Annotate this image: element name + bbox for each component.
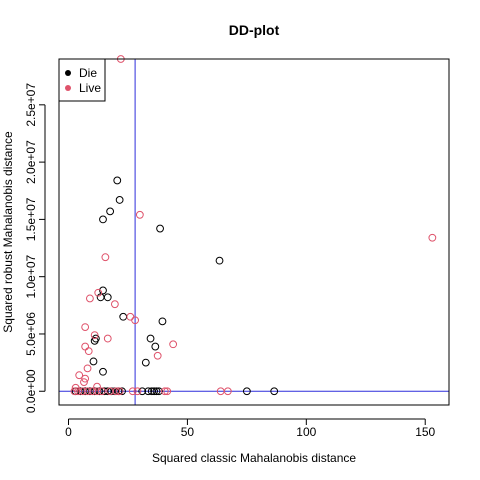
y-tick-label: 5.0e+06	[24, 312, 38, 356]
legend-marker-die	[65, 70, 71, 76]
chart-title: DD-plot	[229, 22, 280, 38]
x-tick-label: 100	[296, 425, 316, 439]
x-tick-label: 150	[415, 425, 435, 439]
x-tick-label: 0	[65, 425, 72, 439]
x-axis-title: Squared classic Mahalanobis distance	[152, 451, 356, 465]
y-tick-label: 1.0e+07	[24, 255, 38, 299]
y-tick-label: 2.5e+07	[24, 83, 38, 127]
legend-label-live: Live	[79, 81, 101, 95]
x-tick-label: 50	[181, 425, 195, 439]
y-axis-title: Squared robust Mahalanobis distance	[1, 131, 15, 333]
legend-label-die: Die	[79, 66, 97, 80]
legend-marker-live	[65, 85, 71, 91]
y-tick-label: 0.0e+00	[24, 369, 38, 413]
y-tick-label: 1.5e+07	[24, 197, 38, 241]
y-tick-label: 2.0e+07	[24, 140, 38, 184]
